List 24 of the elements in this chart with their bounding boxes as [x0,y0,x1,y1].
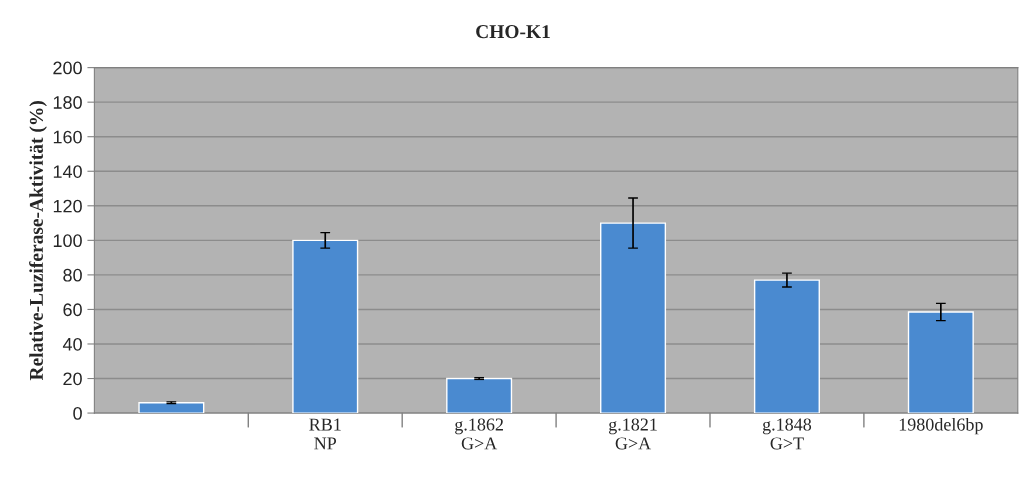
y-tick-label: 120 [53,199,82,213]
y-tick-label: 100 [53,234,82,248]
y-tick-label: 20 [63,372,82,386]
x-tick-label: g.1821 G>A [608,418,657,450]
y-tick-label: 60 [63,303,82,317]
bar [600,222,667,414]
y-tick-label: 0 [73,407,82,420]
bar [292,239,359,414]
x-tick-label: RB1 NP [309,418,341,450]
bar [907,311,974,414]
y-axis-title: Relative-Luziferase-Aktivität (%) [29,101,47,381]
y-tick-label: 40 [62,337,82,351]
y-tick-label: 140 [53,165,82,178]
bar [446,377,513,414]
y-tick-label: 200 [53,61,82,75]
y-tick-label: 80 [63,268,82,282]
bar [138,402,205,414]
x-tick-label: g.1848 G>T [762,418,812,450]
y-tick-label: 160 [53,130,82,144]
x-tick-label: 1980del6bp [899,417,983,435]
x-tick-label: g.1862 G>A [455,418,503,450]
y-tick-label: 180 [53,96,82,109]
bar [753,279,820,414]
chart-title: CHO-K1 [476,25,550,39]
